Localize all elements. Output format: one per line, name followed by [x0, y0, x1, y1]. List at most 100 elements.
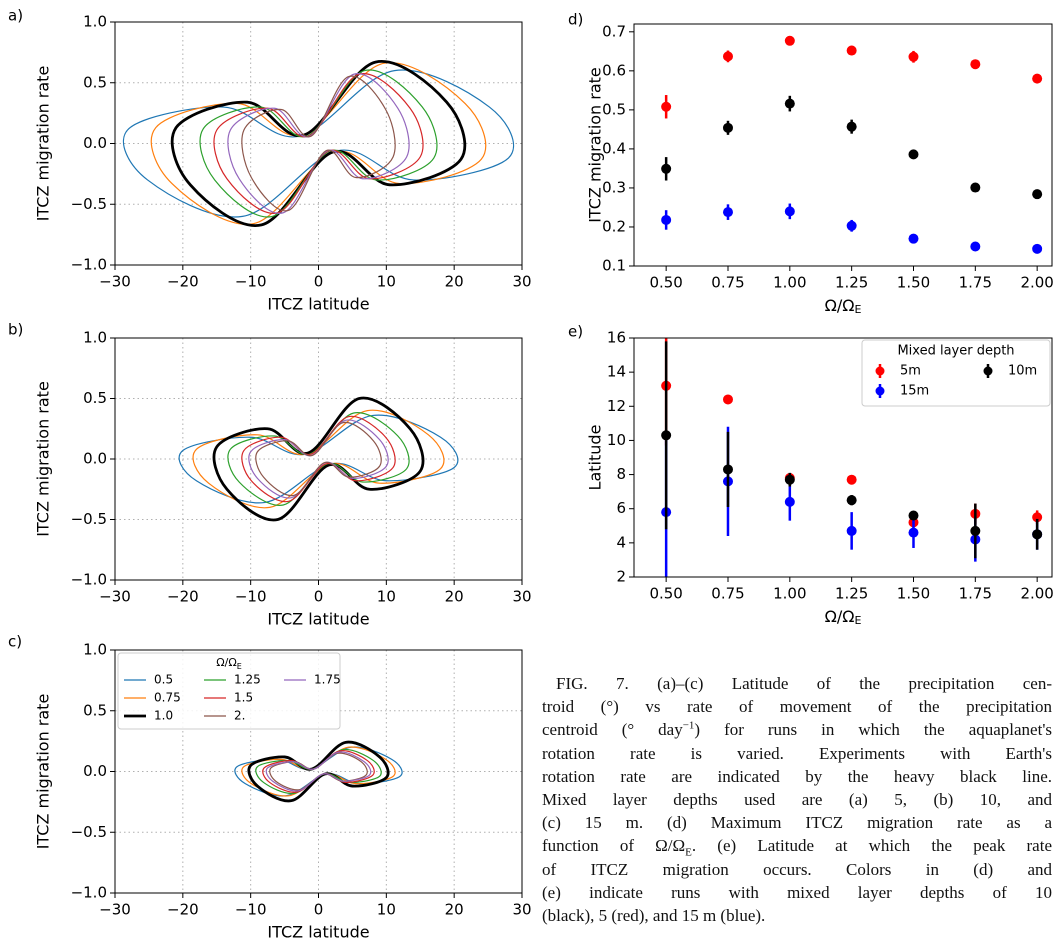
loop-curve — [213, 73, 424, 214]
caption-line: Mixed layer depths used are (a) 5, (b) 1… — [542, 788, 1052, 811]
point — [908, 233, 919, 244]
x-axis-label: ITCZ latitude — [267, 295, 369, 314]
legend-box — [861, 339, 1051, 407]
point — [846, 220, 857, 231]
x-tick-label: 0.50 — [649, 585, 682, 603]
x-axis-label: Ω/ΩE — [825, 607, 862, 628]
point — [722, 122, 733, 133]
x-tick-label: −30 — [99, 273, 131, 291]
point — [846, 45, 857, 56]
point — [846, 474, 857, 485]
caption-line: FIG. 7. (a)–(c) Latitude of the precipit… — [542, 672, 1052, 695]
caption-text: Mixed layer depths used are (a) 5, (b) 1… — [542, 790, 1052, 810]
caption-text: −1 — [682, 719, 695, 732]
point — [784, 35, 795, 46]
axes-frame — [633, 23, 1053, 267]
y-tick-label: −1.0 — [71, 571, 107, 589]
loop-curve — [150, 62, 487, 225]
legend-label: 10m — [1008, 364, 1037, 379]
point — [661, 214, 672, 225]
x-tick-label: 10 — [377, 273, 396, 291]
x-tick-label: −20 — [167, 588, 199, 606]
x-tick-label: −30 — [99, 901, 131, 919]
y-tick-label: 1.0 — [83, 329, 107, 347]
x-axis-label: Ω/ΩE — [825, 296, 862, 317]
y-tick-label: 0.6 — [602, 61, 626, 79]
y-axis-label: Latitude — [586, 425, 605, 491]
y-tick-label: 0.5 — [83, 73, 107, 91]
y-tick-label: −0.5 — [71, 510, 107, 528]
point — [908, 51, 919, 62]
x-tick-label: 10 — [377, 588, 396, 606]
point — [908, 149, 919, 160]
plot-area — [234, 740, 403, 803]
point — [1032, 189, 1043, 200]
x-tick-label: 1.00 — [773, 274, 806, 292]
legend-swatch — [875, 366, 885, 376]
x-axis-label-main: Ω/Ω — [825, 296, 855, 315]
point — [784, 98, 795, 109]
x-axis-label-sub: E — [854, 303, 861, 316]
x-tick-label: 20 — [445, 901, 464, 919]
panel: 0.50 0.75 1.00 1.25 1.50 1.75 2.00 2 4 6 8 10 12 14 16… — [568, 323, 1054, 628]
legend-title-main: Ω/Ω — [216, 656, 237, 669]
point — [661, 101, 672, 112]
y-tick-label: 0.5 — [83, 701, 107, 719]
x-tick-label: 1.75 — [959, 585, 992, 603]
x-axis-label-sub: E — [854, 614, 861, 627]
caption-text: of ITCZ migration occurs. Colors in (d) … — [542, 859, 1052, 879]
legend-swatch — [875, 386, 885, 396]
x-tick-label: 0.75 — [711, 585, 744, 603]
x-tick-label: 20 — [445, 273, 464, 291]
caption-text: rotation rate is varied. Experiments wit… — [542, 743, 1052, 763]
caption-line: (black), 5 (red), and 15 m (blue). — [542, 904, 1052, 927]
point — [784, 496, 795, 507]
x-tick-label: 1.25 — [835, 274, 868, 292]
x-tick-label: 20 — [445, 588, 464, 606]
point — [722, 51, 733, 62]
y-tick-label: 0.0 — [83, 134, 107, 152]
y-tick-label: 0.3 — [602, 178, 626, 196]
y-tick-label: 8 — [616, 465, 626, 483]
y-tick-label: 2 — [616, 568, 626, 586]
caption-line: rotation rate is varied. Experiments wit… — [542, 742, 1052, 765]
legend-label: 0.75 — [154, 691, 181, 705]
panel-label: e) — [568, 323, 583, 341]
y-tick-label: 0.7 — [602, 22, 626, 40]
plot-area — [178, 396, 459, 522]
x-axis-label: ITCZ latitude — [267, 923, 369, 941]
caption-line: centroid (° day−1) for runs in which the… — [542, 718, 1052, 741]
y-tick-label: 1.0 — [83, 641, 107, 659]
y-tick-label: 6 — [616, 499, 626, 517]
x-axis-label: ITCZ latitude — [267, 610, 369, 629]
panel-label: b) — [8, 321, 23, 339]
caption-text: (e) indicate runs with mixed layer depth… — [542, 882, 1052, 902]
point — [846, 525, 857, 536]
point — [1032, 243, 1043, 254]
x-tick-label: 30 — [512, 273, 531, 291]
point — [784, 206, 795, 217]
legend-label: 2. — [234, 709, 245, 723]
loop-curve — [241, 75, 396, 212]
point — [661, 430, 672, 441]
point — [970, 241, 981, 252]
legend: Ω/ΩE 0.5 0.75 1.0 1.25 1.5 2. 1.75 — [117, 652, 341, 730]
x-tick-label: 1.25 — [835, 585, 868, 603]
y-tick-label: −1.0 — [71, 256, 107, 274]
y-tick-label: −0.5 — [71, 195, 107, 213]
caption: FIG. 7. (a)–(c) Latitude of the precipit… — [542, 672, 1052, 927]
panel-label: c) — [8, 633, 22, 651]
legend-title: Ω/ΩE — [216, 656, 242, 671]
y-tick-label: −1.0 — [71, 884, 107, 902]
caption-text: . (e) Latitude at which the peak rate — [691, 836, 1052, 856]
point — [1032, 512, 1043, 523]
x-tick-label: 1.50 — [897, 274, 930, 292]
loop-curve — [265, 751, 372, 792]
point — [846, 121, 857, 132]
x-tick-label: 30 — [512, 901, 531, 919]
y-tick-label: 0.2 — [602, 217, 626, 235]
x-tick-label: 1.75 — [959, 274, 992, 292]
axes-frame — [114, 21, 523, 266]
point — [661, 163, 672, 174]
